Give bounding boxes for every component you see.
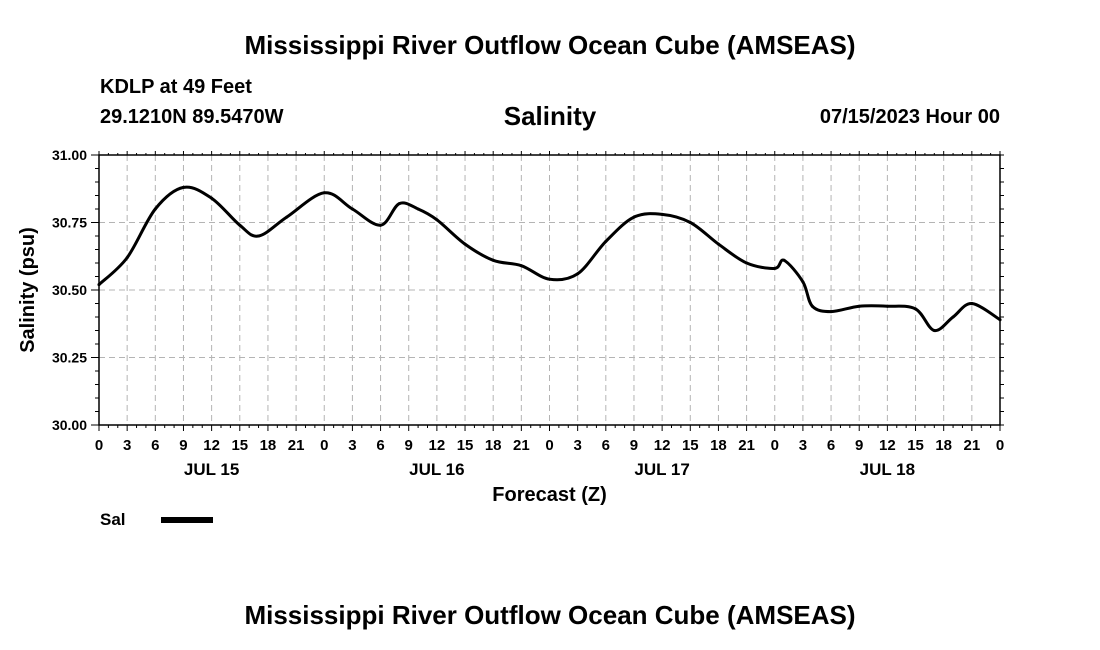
x-tick-label: 9 — [630, 437, 638, 454]
station-coordinates: 29.1210N 89.5470W — [100, 106, 284, 128]
chart-title: Mississippi River Outflow Ocean Cube (AM… — [244, 30, 856, 60]
x-tick-label: 12 — [654, 437, 671, 454]
x-tick-label: 15 — [682, 437, 699, 454]
data-point — [801, 280, 805, 284]
x-tick-label: 9 — [179, 437, 187, 454]
x-tick-label: 6 — [827, 437, 835, 454]
data-point — [379, 223, 383, 227]
y-tick-label: 30.25 — [52, 350, 87, 366]
x-tick-label: 12 — [429, 437, 446, 454]
data-point — [857, 304, 861, 308]
x-tick-label: 3 — [123, 437, 131, 454]
data-point — [773, 266, 777, 270]
data-point — [491, 258, 495, 262]
data-point — [153, 207, 157, 211]
x-tick-label: 0 — [95, 437, 103, 454]
data-point — [416, 207, 420, 211]
x-tick-label: 6 — [151, 437, 159, 454]
y-tick-label: 31.00 — [52, 147, 87, 163]
x-tick-label: 15 — [457, 437, 474, 454]
grid-layer — [99, 155, 1000, 425]
x-tick-label: 21 — [964, 437, 981, 454]
data-point — [125, 256, 129, 260]
x-tick-label: 6 — [376, 437, 384, 454]
data-point — [998, 318, 1002, 322]
y-tick-label: 30.75 — [52, 215, 87, 231]
data-point — [970, 302, 974, 305]
data-point — [951, 315, 955, 319]
data-point — [576, 272, 580, 276]
data-point — [745, 261, 749, 265]
station-label: KDLP at 49 Feet — [100, 76, 252, 98]
x-tick-label: 12 — [203, 437, 220, 454]
x-tick-label: 18 — [710, 437, 727, 454]
legend-swatch — [161, 517, 213, 523]
x-tick-label: 12 — [879, 437, 896, 454]
y-tick-label: 30.50 — [52, 282, 87, 298]
plot-frame — [98, 154, 1001, 426]
x-tick-label: 15 — [907, 437, 924, 454]
data-point — [397, 202, 401, 206]
data-point — [716, 242, 720, 246]
data-point — [782, 258, 786, 262]
data-point — [548, 277, 551, 281]
axis-labels-layer: 0 3 6 9 12 15 18 21 0 3 6 9 12 15 18 21 0 3 6 9 12 15 18 21 0 3 6 9… — [52, 147, 1004, 479]
data-point — [914, 307, 918, 311]
day-label: JUL 17 — [634, 460, 689, 479]
day-label: JUL 18 — [860, 460, 915, 479]
x-tick-label: 15 — [231, 437, 248, 454]
data-point — [322, 191, 326, 195]
data-point — [660, 212, 664, 216]
data-point — [463, 242, 467, 246]
data-point — [829, 310, 833, 314]
data-point — [810, 304, 814, 308]
x-tick-label: 9 — [855, 437, 863, 454]
data-point — [257, 234, 261, 238]
data-point — [604, 239, 608, 243]
x-tick-label: 9 — [405, 437, 413, 454]
x-tick-label: 0 — [320, 437, 328, 454]
x-tick-label: 0 — [996, 437, 1004, 454]
y-axis-title: Salinity (psu) — [17, 227, 39, 353]
data-point — [285, 215, 289, 219]
x-tick-label: 21 — [738, 437, 755, 454]
x-tick-label: 18 — [935, 437, 952, 454]
y-tick-label: 30.00 — [52, 417, 87, 433]
x-tick-label: 3 — [799, 437, 807, 454]
data-point — [210, 196, 214, 200]
data-point — [519, 264, 523, 268]
day-label: JUL 15 — [184, 460, 239, 479]
day-label: JUL 16 — [409, 460, 464, 479]
x-tick-label: 6 — [602, 437, 610, 454]
data-point — [688, 221, 692, 224]
data-point — [632, 215, 636, 219]
data-point — [238, 223, 242, 227]
forecast-datetime: 07/15/2023 Hour 00 — [819, 106, 1000, 128]
x-tick-label: 0 — [545, 437, 553, 454]
x-axis-title: Forecast (Z) — [492, 484, 606, 506]
legend-label: Sal — [100, 510, 126, 529]
chart-subtitle: Salinity — [503, 101, 597, 131]
footer-title: Mississippi River Outflow Ocean Cube (AM… — [244, 600, 856, 630]
data-point — [435, 218, 439, 222]
data-point — [97, 283, 101, 287]
data-point — [350, 207, 354, 211]
data-point — [932, 329, 936, 332]
x-tick-label: 18 — [260, 437, 277, 454]
x-tick-label: 3 — [573, 437, 581, 454]
ticks-layer — [91, 151, 1004, 431]
series-layer — [97, 185, 1002, 333]
x-tick-label: 18 — [485, 437, 502, 454]
x-tick-label: 3 — [348, 437, 356, 454]
data-point — [181, 185, 185, 189]
x-tick-label: 0 — [771, 437, 779, 454]
x-tick-label: 21 — [513, 437, 530, 454]
x-tick-label: 21 — [288, 437, 305, 454]
data-point — [885, 304, 889, 308]
